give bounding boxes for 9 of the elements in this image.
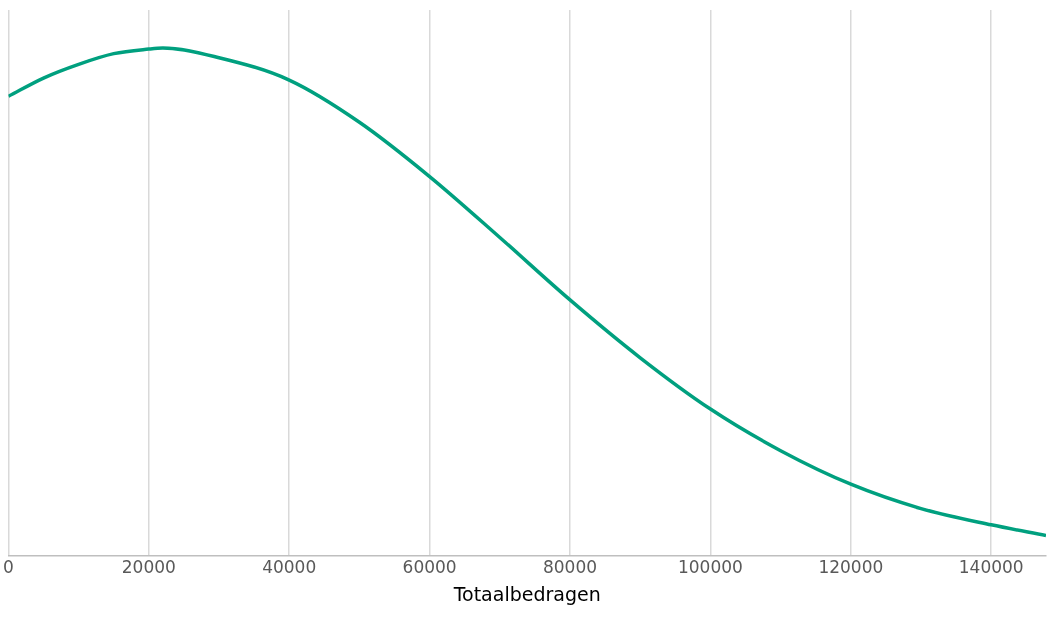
- x-tick-label: 120000: [818, 557, 884, 578]
- x-tick-label: 140000: [958, 557, 1024, 578]
- x-tick-label: 80000: [542, 557, 598, 578]
- x-tick-label: 60000: [402, 557, 457, 578]
- x-axis-title: Totaalbedragen: [452, 582, 601, 605]
- x-tick-label: 20000: [121, 557, 176, 578]
- x-tick-label: 40000: [262, 557, 317, 578]
- x-tick-label: 0: [2, 557, 14, 578]
- x-tick-label: 100000: [677, 557, 743, 578]
